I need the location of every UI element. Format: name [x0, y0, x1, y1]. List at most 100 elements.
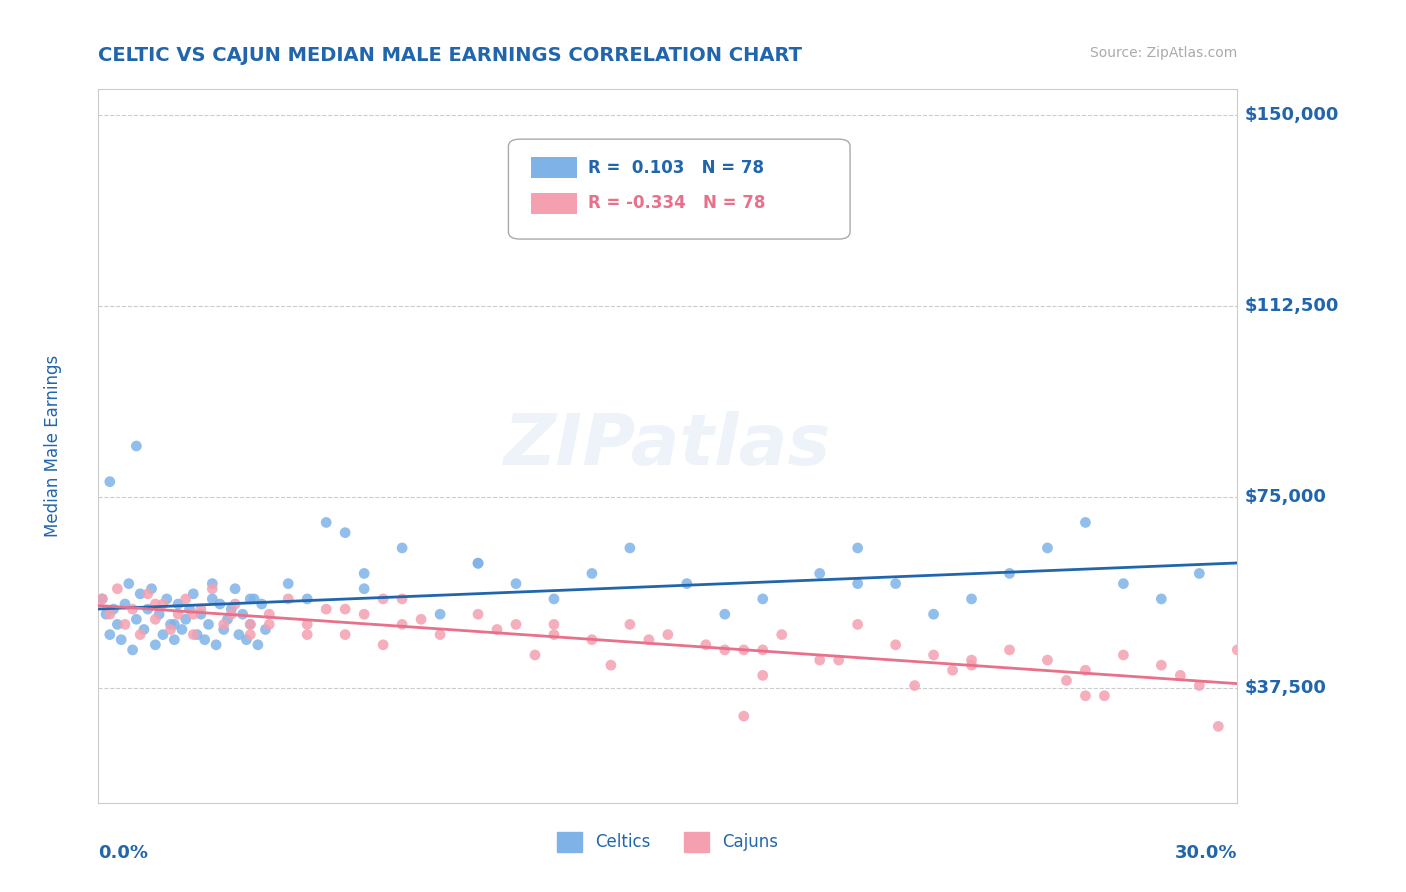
- Point: [224, 597, 246, 611]
- Point: [1170, 668, 1192, 682]
- Point: [638, 632, 661, 647]
- Point: [429, 607, 451, 622]
- Point: [846, 576, 869, 591]
- Point: [1112, 576, 1135, 591]
- Point: [391, 591, 413, 606]
- Text: $37,500: $37,500: [1244, 679, 1327, 698]
- Point: [103, 602, 125, 616]
- Point: [277, 591, 299, 606]
- Point: [960, 591, 983, 606]
- Point: [733, 643, 755, 657]
- Point: [190, 607, 212, 622]
- Text: $150,000: $150,000: [1244, 105, 1340, 124]
- Point: [371, 591, 394, 606]
- Point: [297, 591, 319, 606]
- Point: [107, 617, 129, 632]
- Point: [1056, 673, 1078, 688]
- Point: [98, 475, 121, 489]
- Point: [163, 632, 186, 647]
- Point: [828, 653, 851, 667]
- Point: [148, 607, 170, 622]
- Point: [183, 587, 205, 601]
- Point: [467, 607, 489, 622]
- Point: [1094, 689, 1116, 703]
- Point: [152, 627, 174, 641]
- Point: [254, 623, 277, 637]
- Point: [221, 602, 243, 616]
- Point: [922, 648, 945, 662]
- Point: [1112, 648, 1135, 662]
- Point: [194, 632, 217, 647]
- Text: R =  0.103   N = 78: R = 0.103 N = 78: [588, 159, 763, 177]
- Point: [221, 607, 243, 622]
- Point: [600, 658, 623, 673]
- Text: CELTIC VS CAJUN MEDIAN MALE EARNINGS CORRELATION CHART: CELTIC VS CAJUN MEDIAN MALE EARNINGS COR…: [98, 46, 803, 65]
- Point: [808, 566, 831, 581]
- Point: [145, 638, 167, 652]
- Point: [619, 541, 641, 555]
- Point: [657, 627, 679, 641]
- Point: [1074, 516, 1097, 530]
- Point: [676, 576, 699, 591]
- Point: [1074, 663, 1097, 677]
- Point: [235, 632, 257, 647]
- Point: [1208, 719, 1230, 733]
- Point: [1036, 541, 1059, 555]
- Point: [315, 516, 337, 530]
- Bar: [531, 157, 576, 178]
- Point: [250, 597, 273, 611]
- Point: [118, 576, 141, 591]
- Point: [1226, 643, 1249, 657]
- Point: [619, 617, 641, 632]
- Point: [167, 607, 190, 622]
- Bar: [531, 193, 576, 214]
- Text: R = -0.334   N = 78: R = -0.334 N = 78: [588, 194, 765, 212]
- Point: [201, 576, 224, 591]
- Point: [98, 607, 121, 622]
- Point: [246, 638, 269, 652]
- Point: [297, 617, 319, 632]
- Point: [467, 556, 489, 570]
- Point: [145, 612, 167, 626]
- Point: [524, 648, 547, 662]
- Point: [243, 591, 266, 606]
- Point: [543, 591, 565, 606]
- Point: [752, 643, 775, 657]
- Point: [543, 617, 565, 632]
- Text: 0.0%: 0.0%: [98, 844, 149, 862]
- Point: [129, 587, 152, 601]
- Point: [217, 612, 239, 626]
- Point: [770, 627, 793, 641]
- Point: [145, 597, 167, 611]
- Point: [186, 627, 208, 641]
- Point: [543, 627, 565, 641]
- Point: [163, 617, 186, 632]
- Point: [1188, 566, 1211, 581]
- Point: [94, 607, 117, 622]
- Point: [224, 582, 246, 596]
- Point: [107, 582, 129, 596]
- Point: [197, 617, 219, 632]
- Point: [297, 627, 319, 641]
- Point: [228, 627, 250, 641]
- Point: [998, 643, 1021, 657]
- Point: [232, 607, 254, 622]
- Point: [411, 612, 433, 626]
- Point: [335, 602, 357, 616]
- Point: [808, 653, 831, 667]
- Point: [353, 582, 375, 596]
- Point: [315, 602, 337, 616]
- Point: [152, 597, 174, 611]
- Point: [183, 607, 205, 622]
- Text: ZIPatlas: ZIPatlas: [505, 411, 831, 481]
- Point: [922, 607, 945, 622]
- Point: [335, 525, 357, 540]
- Point: [159, 623, 181, 637]
- Legend: Celtics, Cajuns: Celtics, Cajuns: [551, 825, 785, 859]
- Point: [174, 612, 197, 626]
- Point: [259, 607, 281, 622]
- Point: [129, 627, 152, 641]
- Point: [277, 576, 299, 591]
- Point: [239, 627, 262, 641]
- Point: [752, 591, 775, 606]
